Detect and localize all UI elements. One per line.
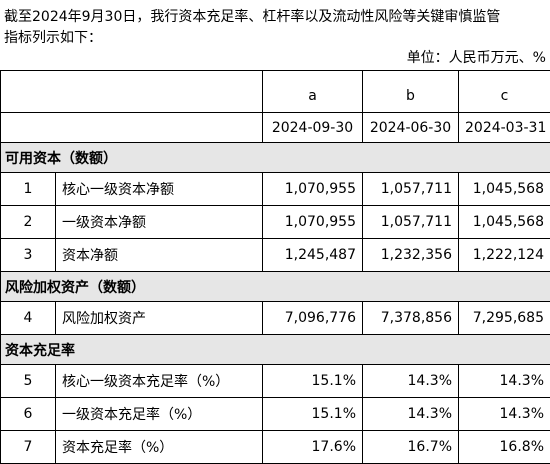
section-title: 可用资本（数额） bbox=[1, 143, 550, 173]
row-value: 14.3% bbox=[459, 398, 550, 431]
row-label: 资本净额 bbox=[56, 239, 263, 272]
row-number: 5 bbox=[1, 365, 56, 398]
row-value: 7,295,685 bbox=[459, 302, 550, 335]
column-date: 2024-09-30 bbox=[263, 113, 363, 143]
row-label: 一级资本充足率（%） bbox=[56, 398, 263, 431]
column-letter: a bbox=[263, 71, 363, 113]
row-value: 1,222,124 bbox=[459, 239, 550, 272]
section-title: 资本充足率 bbox=[1, 335, 550, 365]
column-letter: c bbox=[459, 71, 550, 113]
row-number: 3 bbox=[1, 239, 56, 272]
row-number: 2 bbox=[1, 206, 56, 239]
row-value: 14.3% bbox=[363, 398, 459, 431]
column-date: 2024-06-30 bbox=[363, 113, 459, 143]
row-number: 6 bbox=[1, 398, 56, 431]
row-value: 1,045,568 bbox=[459, 206, 550, 239]
row-value: 7,096,776 bbox=[263, 302, 363, 335]
intro-line: 截至2024年9月30日，我行资本充足率、杠杆率以及流动性风险等关键审慎监管 bbox=[4, 6, 550, 26]
unit-note: 单位：人民币万元、% bbox=[407, 47, 546, 67]
intro-line: 指标列示如下： bbox=[4, 27, 550, 47]
row-value: 14.3% bbox=[459, 365, 550, 398]
row-value: 1,070,955 bbox=[263, 206, 363, 239]
row-label: 一级资本净额 bbox=[56, 206, 263, 239]
row-number: 1 bbox=[1, 173, 56, 206]
header-cell bbox=[1, 113, 263, 143]
row-value: 15.1% bbox=[263, 398, 363, 431]
header-cell bbox=[1, 71, 263, 113]
row-value: 1,057,711 bbox=[363, 173, 459, 206]
row-value: 1,232,356 bbox=[363, 239, 459, 272]
section-row: 风险加权资产（数额） bbox=[1, 272, 550, 302]
row-number: 4 bbox=[1, 302, 56, 335]
row-value: 1,057,711 bbox=[363, 206, 459, 239]
column-letter: b bbox=[363, 71, 459, 113]
row-value: 7,378,856 bbox=[363, 302, 459, 335]
row-value: 14.3% bbox=[363, 365, 459, 398]
section-title: 风险加权资产（数额） bbox=[1, 272, 550, 302]
row-value: 1,045,568 bbox=[459, 173, 550, 206]
section-row: 资本充足率 bbox=[1, 335, 550, 365]
row-value: 15.1% bbox=[263, 365, 363, 398]
row-label: 核心一级资本净额 bbox=[56, 173, 263, 206]
section-row: 可用资本（数额） bbox=[1, 143, 550, 173]
column-date: 2024-03-31 bbox=[459, 113, 550, 143]
row-label: 风险加权资产 bbox=[56, 302, 263, 335]
row-value: 1,245,487 bbox=[263, 239, 363, 272]
row-value: 1,070,955 bbox=[263, 173, 363, 206]
row-label: 核心一级资本充足率（%） bbox=[56, 365, 263, 398]
